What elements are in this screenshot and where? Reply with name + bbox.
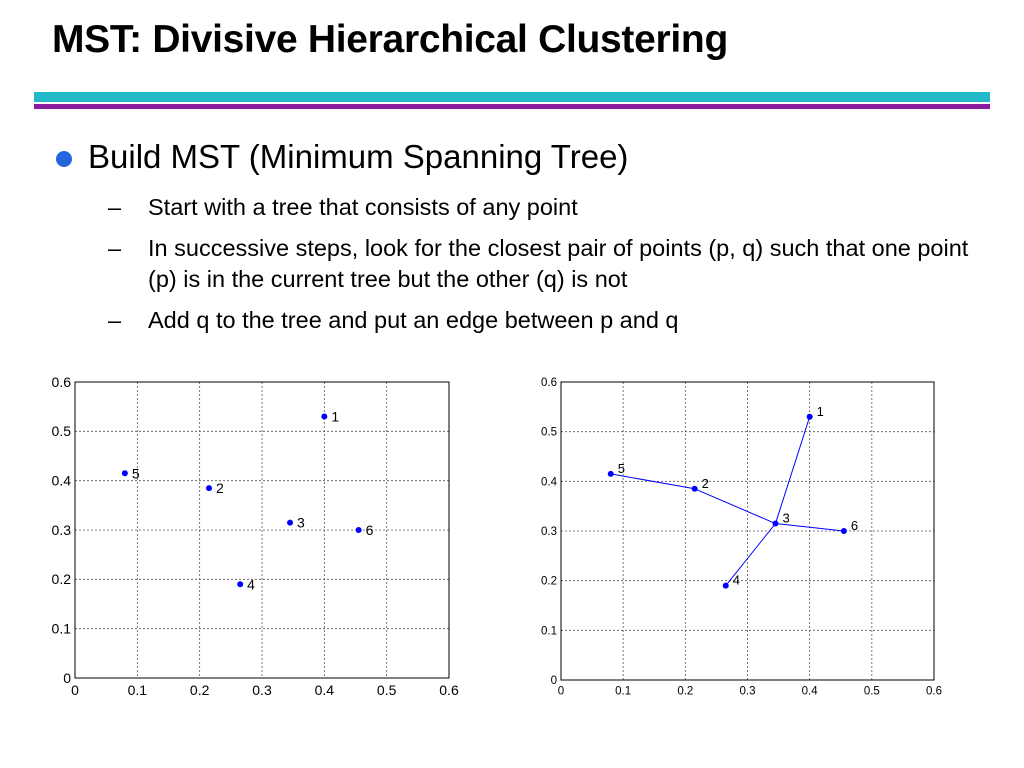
point-label: 1 [817, 404, 824, 419]
x-tick-label: 0 [558, 686, 564, 698]
point-label: 3 [782, 511, 789, 526]
sub-bullet-list: – Start with a tree that consists of any … [108, 192, 988, 346]
x-tick-label: 0.2 [190, 682, 210, 698]
data-point [237, 581, 244, 588]
y-tick-label: 0.6 [52, 374, 72, 390]
mst-edge [774, 416, 811, 524]
scatter-plot-right: 0 0.1 0.2 0.3 0.4 0.5 0.6 0 0.1 0.2 0.3 0.4 0.5 0.6 1 2… [541, 377, 942, 697]
sub-bullet-text: Add q to the tree and put an edge betwee… [148, 307, 679, 333]
mst-edge [775, 523, 844, 532]
y-tick-label: 0.2 [541, 576, 557, 588]
point-label: 4 [733, 573, 740, 588]
data-point [772, 520, 779, 527]
x-tick-label: 0.3 [740, 686, 756, 698]
y-tick-label: 0.4 [541, 476, 558, 488]
x-tick-label: 0.6 [439, 682, 459, 698]
x-tick-label: 0.1 [128, 682, 148, 698]
sub-bullet-text: Start with a tree that consists of any p… [148, 194, 578, 220]
data-point [722, 582, 729, 589]
y-tick-label: 0 [63, 670, 71, 686]
y-tick-label: 0.6 [541, 377, 557, 389]
data-point [287, 519, 294, 526]
data-point [355, 527, 362, 533]
axes-box [74, 381, 450, 679]
point-label: 3 [297, 515, 305, 531]
point-label: 5 [618, 461, 625, 476]
axes-box [560, 381, 935, 681]
point-label: 6 [851, 518, 858, 533]
sub-bullet-2: – In successive steps, look for the close… [108, 233, 988, 295]
sub-bullet-3: – Add q to the tree and put an edge betwe… [108, 305, 988, 336]
mst-edge [694, 488, 776, 525]
data-point [806, 413, 813, 420]
y-tick-label: 0.1 [541, 625, 557, 637]
data-point [691, 485, 698, 492]
data-point [321, 413, 328, 420]
point-label: 6 [366, 522, 374, 538]
point-label: 2 [702, 476, 709, 491]
point-label: 5 [132, 465, 140, 481]
dash-icon: – [108, 235, 122, 261]
y-tick-label: 0.2 [52, 571, 72, 587]
data-point [121, 470, 128, 477]
point-label: 2 [216, 480, 224, 496]
x-tick-label: 0.5 [377, 682, 397, 698]
y-tick-label: 0.4 [52, 473, 72, 489]
bullet-dot-icon [56, 151, 72, 167]
data-point [840, 528, 847, 534]
main-bullet-text: Build MST (Minimum Spanning Tree) [88, 138, 629, 175]
dash-icon: – [108, 194, 122, 220]
point-label: 1 [331, 409, 339, 425]
slide-title: MST: Divisive Hierarchical Clustering [52, 18, 728, 61]
mst-edge [610, 473, 695, 490]
data-point [206, 485, 213, 492]
y-tick-label: 0.3 [541, 526, 557, 538]
point-label: 4 [247, 576, 255, 592]
x-tick-label: 0.5 [864, 686, 880, 698]
x-tick-label: 0.1 [615, 686, 631, 698]
scatter-plot-left: 0 0.1 0.2 0.3 0.4 0.5 0.6 0 0.1 0.2 0.3 0.4 0.5 0.6 1 2… [52, 374, 459, 698]
y-tick-label: 0.5 [541, 427, 557, 439]
y-tick-label: 0.1 [52, 621, 72, 637]
mst-edge [725, 523, 776, 586]
data-point [607, 470, 614, 477]
x-tick-label: 0.3 [252, 682, 272, 698]
x-tick-label: 0 [71, 682, 79, 698]
y-tick-label: 0 [551, 675, 557, 687]
sub-bullet-1: – Start with a tree that consists of any … [108, 192, 988, 223]
title-rule-teal [34, 92, 990, 102]
x-tick-label: 0.6 [926, 686, 942, 698]
x-tick-label: 0.4 [315, 682, 335, 698]
y-tick-label: 0.5 [52, 423, 72, 439]
x-tick-label: 0.2 [677, 686, 693, 698]
title-rule-purple [34, 104, 990, 109]
y-tick-label: 0.3 [52, 522, 72, 538]
dash-icon: – [108, 307, 122, 333]
main-bullet: Build MST (Minimum Spanning Tree) [56, 138, 628, 176]
sub-bullet-text: In successive steps, look for the closes… [148, 235, 969, 292]
x-tick-label: 0.4 [802, 686, 819, 698]
